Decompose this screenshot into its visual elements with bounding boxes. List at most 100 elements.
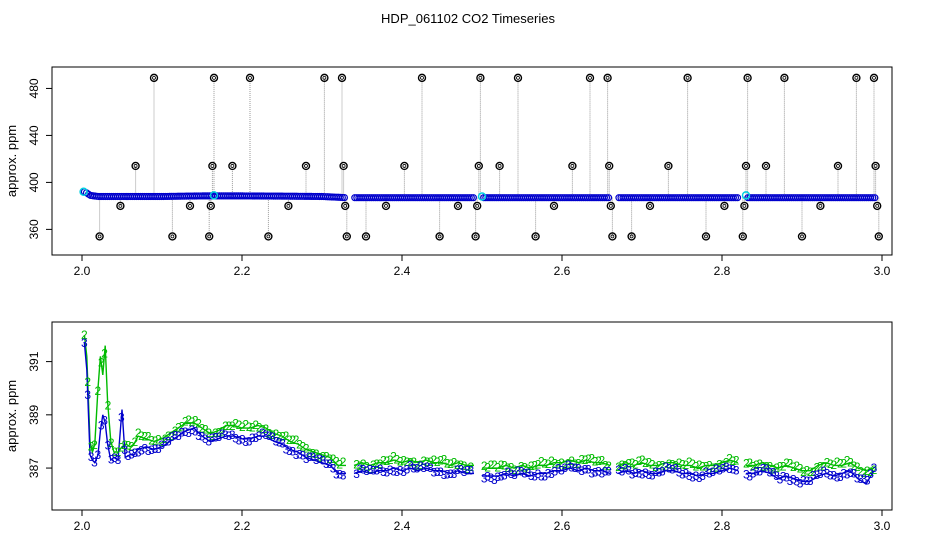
series-2-marker: 2: [397, 455, 404, 469]
outlier-point-inner: [744, 164, 748, 168]
panel-top-y-axis: 360 400 440 480: [27, 78, 52, 239]
series-3-marker: 3: [414, 461, 421, 475]
series-2-marker: 2: [531, 458, 538, 472]
series-2-marker: 2: [434, 455, 441, 469]
series-2-marker: 2: [511, 463, 518, 477]
series-2-marker: 2: [504, 461, 511, 475]
series-3-marker: 3: [528, 469, 535, 483]
series-3-marker: 3: [94, 448, 101, 462]
series-3-marker: 3: [454, 463, 461, 477]
series-2-marker: 2: [844, 453, 851, 467]
series-3-marker: 3: [407, 459, 414, 473]
outlier-point-inner: [740, 234, 745, 239]
panel-top-x-tick-label: 2.6: [554, 264, 571, 278]
series-2-marker: 2: [548, 454, 555, 468]
series-3-marker: 3: [219, 427, 226, 441]
outlier-point: [400, 161, 409, 171]
panel-top-baseline-points: [80, 188, 879, 202]
outlier-point-inner: [322, 75, 327, 80]
series-2-marker: 2: [585, 452, 592, 466]
series-3-marker: 3: [437, 465, 444, 479]
panel-bottom-y-tick-label: 391: [27, 351, 41, 371]
series-2-marker: 2: [494, 461, 501, 475]
series-3-marker: 3: [101, 414, 108, 428]
series-2-line: [482, 459, 611, 469]
outlier-point-inner: [207, 234, 212, 239]
series-2-marker: 2: [175, 421, 182, 435]
outlier-point: [341, 201, 350, 211]
outlier-point-inner: [745, 75, 750, 80]
series-2-marker: 2: [360, 457, 367, 471]
series-2-marker: 2: [746, 456, 753, 470]
series-3-marker: 3: [498, 469, 505, 483]
series-3-marker: 3: [629, 467, 636, 481]
series-3-marker: 3: [276, 435, 283, 449]
outlier-point: [761, 161, 771, 171]
series-3-marker: 3: [743, 468, 750, 482]
outlier-point-inner: [97, 234, 102, 239]
series-3-marker: 3: [158, 438, 165, 452]
outlier-point-inner: [286, 203, 291, 208]
outlier-point-inner: [473, 234, 478, 239]
series-3-marker: 3: [353, 467, 360, 481]
series-2-marker: 2: [709, 461, 716, 475]
outlier-point: [342, 232, 351, 241]
series-3-marker: 3: [790, 473, 797, 487]
series-2-marker: 2: [229, 419, 236, 433]
outlier-point: [645, 201, 655, 211]
series-3-marker: 3: [830, 468, 837, 482]
outlier-point: [664, 161, 673, 171]
series-2-marker: 2: [441, 453, 448, 467]
series-3-marker: 3: [202, 432, 209, 446]
series-3-marker: 3: [262, 428, 269, 442]
series-2-marker: 2: [316, 451, 323, 465]
outlier-point-inner: [516, 75, 520, 80]
outlier-point: [473, 201, 482, 211]
outlier-point: [683, 73, 692, 83]
outlier-point-inner: [343, 203, 348, 208]
outlier-point-inner: [836, 164, 840, 168]
panel-top-y-tick-label: 360: [27, 219, 41, 239]
series-3-marker: 3: [504, 465, 511, 479]
series-3-marker: 3: [635, 467, 642, 481]
outlier-point: [797, 232, 807, 241]
series-3-marker: 3: [165, 435, 172, 449]
panel-bottom-ylabel: approx. ppm: [4, 380, 19, 452]
series-2-marker: 2: [770, 462, 777, 476]
series-2-marker: 2: [256, 420, 263, 434]
series-3-marker: 3: [383, 466, 390, 480]
panel-bottom-x-tick-label: 2.2: [234, 519, 251, 533]
panel-top-y-tick-label: 440: [27, 125, 41, 145]
series-3-marker: 3: [417, 459, 424, 473]
panel-bottom-frame: [51, 321, 893, 511]
series-3-marker: 3: [242, 435, 249, 449]
series-2-marker: 2: [118, 441, 125, 455]
outlier-point: [720, 201, 729, 211]
series-2-marker: 2: [457, 458, 464, 472]
series-3-marker: 3: [558, 463, 565, 477]
series-3-marker: 3: [105, 439, 112, 453]
series-2-marker: 2: [656, 458, 663, 472]
outlier-point-inner: [588, 75, 592, 80]
outlier-point-inner: [420, 75, 424, 80]
series-3-marker: 3: [565, 458, 572, 472]
baseline-point: [467, 194, 475, 202]
series-2-marker: 2: [259, 423, 266, 437]
series-2-marker: 2: [743, 456, 750, 470]
series-2-marker: 2: [676, 456, 683, 470]
series-3-marker: 3: [142, 441, 149, 455]
series-3-marker: 3: [111, 451, 118, 465]
series-2-marker: 2: [488, 458, 495, 472]
series-2-marker: 2: [152, 434, 159, 448]
outlier-point-inner: [873, 164, 878, 168]
series-2-marker: 2: [642, 456, 649, 470]
series-2-marker: 2: [121, 438, 128, 452]
series-3-marker: 3: [713, 462, 720, 476]
series-3-marker: 3: [625, 464, 632, 478]
series-2-marker: 2: [787, 457, 794, 471]
series-2-marker: 2: [565, 457, 572, 471]
series-3-marker: 3: [548, 467, 555, 481]
series-3-marker: 3: [676, 465, 683, 479]
series-2-marker: 2: [803, 464, 810, 478]
